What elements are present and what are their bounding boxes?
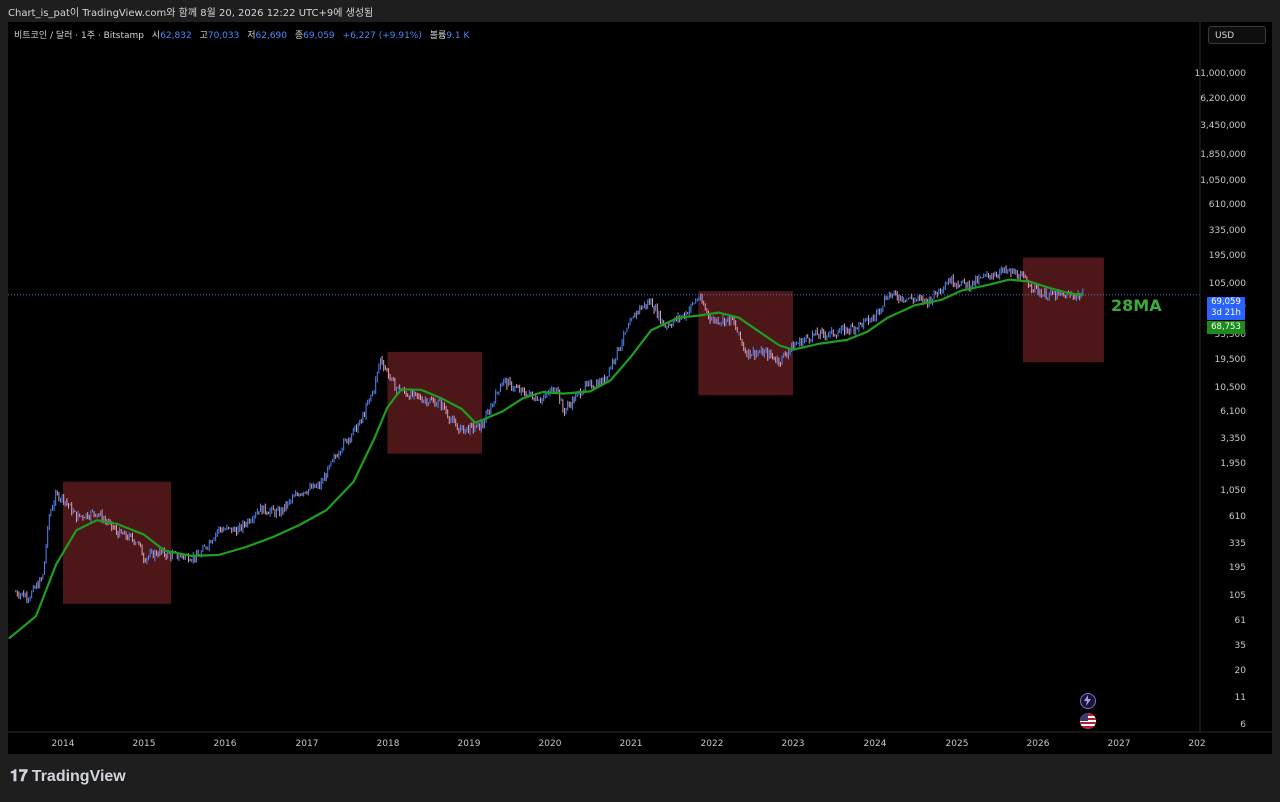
price-tick-label: 33,500 <box>1214 330 1247 340</box>
time-tick-label: 2026 <box>1026 739 1050 749</box>
time-tick-label: 2020 <box>538 739 562 749</box>
price-tick-label: 195 <box>1228 563 1246 573</box>
price-tick-label: 1,850,000 <box>1200 150 1246 160</box>
time-tick-label: 2023 <box>781 739 805 749</box>
open-label: 시 <box>151 31 161 41</box>
symbol-legend: 비트코인 / 달러 · 1주 · Bitstamp 시62,832 고70,03… <box>14 28 469 41</box>
close-label: 종 <box>294 31 304 41</box>
tradingview-mark-icon: 𝟏𝟕 <box>10 768 28 785</box>
price-tick-label: 11,000,000 <box>1194 69 1246 79</box>
time-tick-label: 2022 <box>700 739 724 749</box>
price-tick-label: 61 <box>1234 616 1246 626</box>
price-tick-label: 195,000 <box>1208 251 1246 261</box>
highlight-box-3 <box>698 291 793 396</box>
brand-name: TradingView <box>31 768 126 785</box>
price-tick-label: 10,500 <box>1214 383 1247 393</box>
last-price-tag: 69,059 3d 21h <box>1207 297 1245 320</box>
price-tick-label: 610,000 <box>1208 200 1246 210</box>
close-value: 69,059 <box>303 31 335 41</box>
price-tick-label: 610 <box>1228 512 1246 522</box>
volume-value: 9.1 K <box>446 31 470 41</box>
high-label: 고 <box>199 31 208 41</box>
high-value: 70,033 <box>207 31 240 41</box>
price-tick-label: 1,050,000 <box>1200 176 1246 186</box>
time-tick-label: 2024 <box>863 739 887 749</box>
ma-value-tag: 68,753 <box>1207 321 1245 334</box>
time-tick-label: 2018 <box>376 739 400 749</box>
price-tick-label: 3,350 <box>1220 434 1246 444</box>
us-flag-icon[interactable] <box>1080 713 1096 729</box>
price-tick-label: 1,950 <box>1220 459 1246 469</box>
highlight-box-4 <box>1022 257 1104 363</box>
price-tick-label: 35 <box>1234 641 1246 651</box>
symbol-name[interactable]: 비트코인 / 달러 · 1주 · Bitstamp <box>14 31 145 41</box>
price-tick-label: 19,500 <box>1214 355 1247 365</box>
price-tick-label: 3,450,000 <box>1200 121 1246 131</box>
tradingview-logo: 𝟏𝟕 TradingView <box>10 768 126 786</box>
time-tick-label: 2019 <box>457 739 481 749</box>
change-value: +6,227 (+9.91%) <box>342 31 422 41</box>
open-value: 62,832 <box>160 31 192 41</box>
time-tick-label: 2027 <box>1107 739 1131 749</box>
price-tick-label: 105,000 <box>1208 279 1246 289</box>
price-tick-label: 6,100 <box>1220 407 1246 417</box>
time-tick-label: 2016 <box>213 739 237 749</box>
time-tick-label: 2015 <box>132 739 156 749</box>
volume-label: 볼륨 <box>429 31 447 41</box>
price-tick-label: 6 <box>1240 720 1246 730</box>
time-tick-label: 2025 <box>945 739 969 749</box>
ma-28-line <box>8 278 1084 640</box>
time-tick-label: 2021 <box>619 739 643 749</box>
low-value: 62,690 <box>255 31 288 41</box>
time-tick-label: 2014 <box>51 739 75 749</box>
ma-annotation: 28MA <box>1111 296 1162 315</box>
price-tick-label: 6,200,000 <box>1200 94 1246 104</box>
lightning-icon[interactable] <box>1080 693 1096 709</box>
low-label: 저 <box>247 31 256 41</box>
price-tick-label: 335 <box>1228 539 1246 549</box>
chart-caption: Chart_is_pat이 TradingView.com와 함께 8월 20,… <box>8 8 374 19</box>
price-tick-label: 11 <box>1234 693 1246 703</box>
time-tick-label: 2017 <box>295 739 319 749</box>
time-tick-label: 202 <box>1188 739 1206 749</box>
chart-area[interactable] <box>8 22 1272 754</box>
price-tick-label: 1,050 <box>1220 486 1246 496</box>
last-price-value: 69,059 <box>1211 297 1241 307</box>
bar-countdown: 3d 21h <box>1211 308 1241 318</box>
currency-button[interactable]: USD <box>1208 26 1266 44</box>
price-tick-label: 105 <box>1228 591 1246 601</box>
price-tick-label: 335,000 <box>1208 226 1246 236</box>
price-tick-label: 20 <box>1234 666 1246 676</box>
